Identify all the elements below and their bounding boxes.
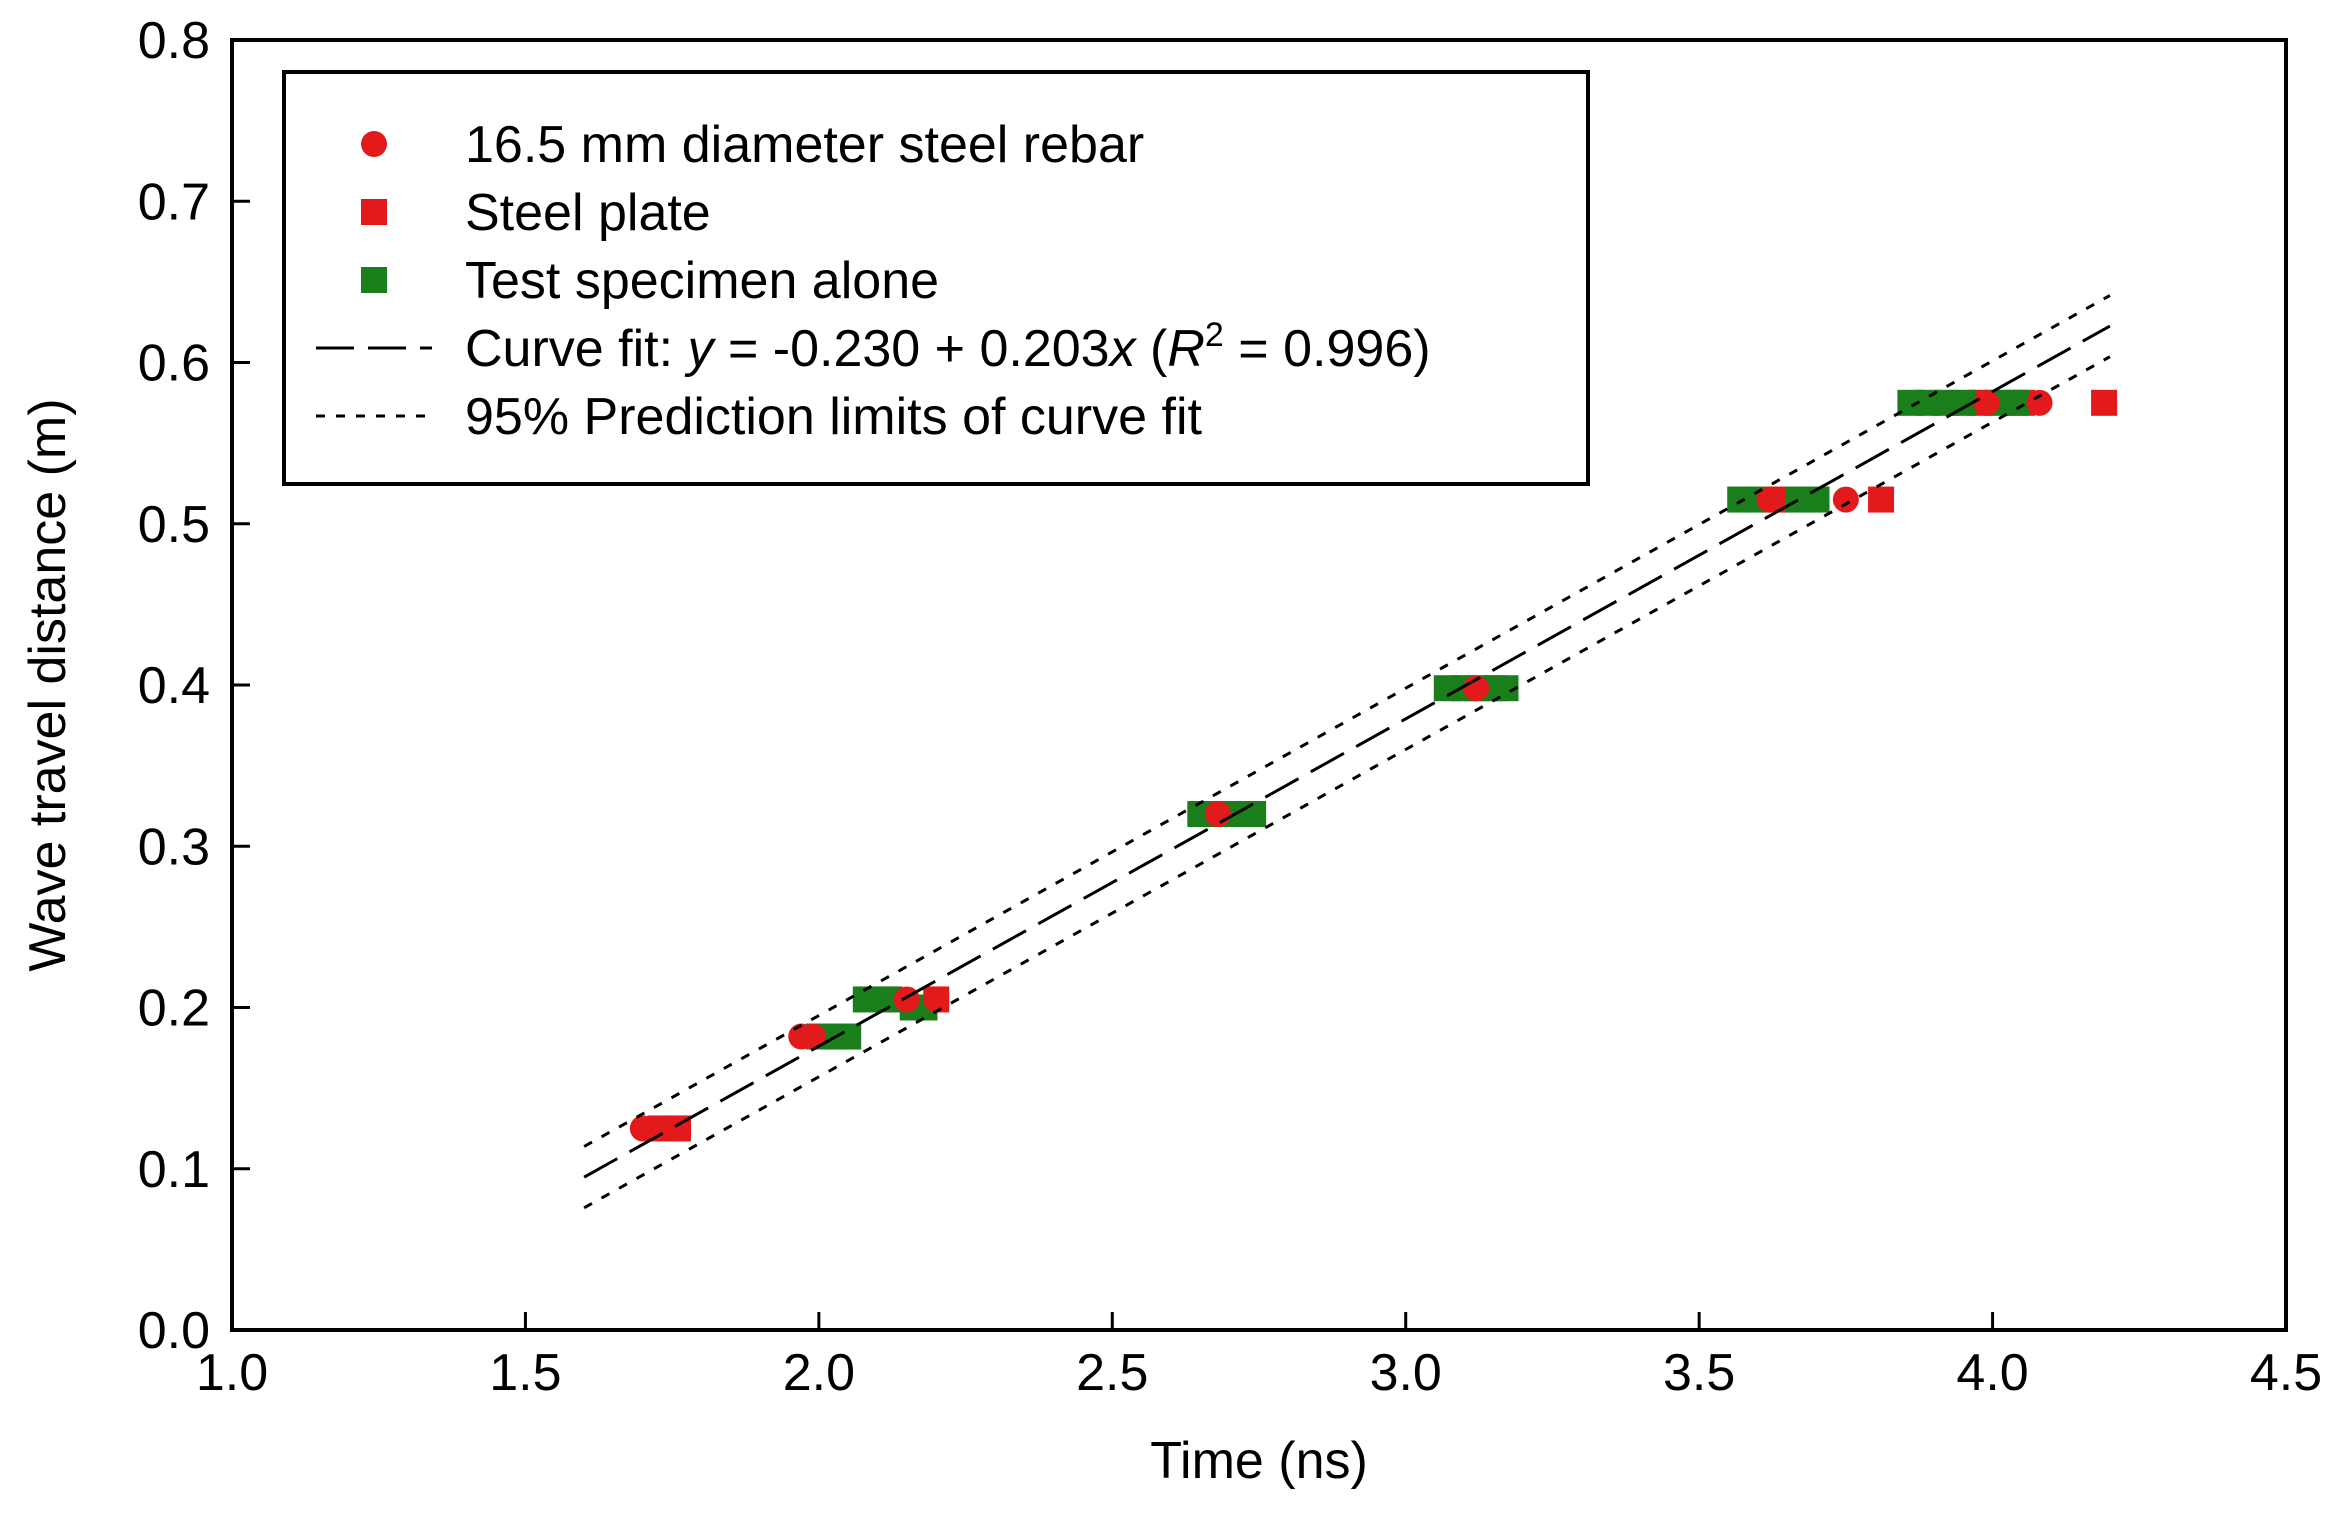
legend-box bbox=[282, 70, 1590, 486]
rebar-point bbox=[1973, 389, 2000, 416]
fit-label-y: y bbox=[685, 320, 717, 378]
steel-plate-point bbox=[2091, 389, 2118, 416]
x-tick-label: 3.5 bbox=[1663, 1344, 1735, 1402]
rebar-point bbox=[1832, 486, 1859, 513]
rebar-point bbox=[799, 1023, 826, 1050]
y-tick-label: 0.6 bbox=[138, 335, 210, 393]
y-tick-label: 0.2 bbox=[138, 980, 210, 1038]
steel-plate-point bbox=[1868, 486, 1895, 513]
fit-label-equation: = -0.230 + 0.203 bbox=[714, 320, 1110, 378]
y-tick-label: 0.7 bbox=[138, 173, 210, 231]
specimen-point bbox=[2003, 389, 2030, 416]
fit-lines bbox=[583, 294, 2111, 1210]
fit-label-superscript: 2 bbox=[1205, 316, 1224, 354]
curve-fit-line bbox=[583, 324, 2111, 1179]
x-tick-label: 2.5 bbox=[1076, 1344, 1148, 1402]
legend-marker-square bbox=[361, 199, 387, 225]
legend-label-steel-plate: Steel plate bbox=[465, 184, 711, 242]
rebar-point bbox=[923, 986, 950, 1013]
legend-marker-square bbox=[361, 267, 387, 293]
x-tick-label: 1.5 bbox=[489, 1344, 561, 1402]
x-tick-label: 4.5 bbox=[2250, 1344, 2322, 1402]
y-tick-label: 0.3 bbox=[138, 818, 210, 876]
legend-markers bbox=[316, 131, 432, 418]
legend-marker-circle bbox=[361, 131, 387, 157]
fit-label-x: x bbox=[1107, 320, 1138, 378]
legend-label-rebar: 16.5 mm diameter steel rebar bbox=[465, 116, 1144, 174]
y-tick-label: 0.0 bbox=[138, 1302, 210, 1360]
rebar-point bbox=[2026, 389, 2053, 416]
fit-label-r2-value: = 0.996) bbox=[1224, 320, 1431, 378]
y-tick-label: 0.4 bbox=[138, 657, 210, 715]
fit-label-paren: ( bbox=[1136, 320, 1168, 378]
fit-label-prefix: Curve fit: bbox=[465, 320, 688, 378]
y-axis-title: Wave travel distance (m) bbox=[19, 398, 77, 971]
x-tick-label: 2.0 bbox=[783, 1344, 855, 1402]
rebar-point bbox=[1756, 486, 1783, 513]
x-axis-title: Time (ns) bbox=[1150, 1432, 1368, 1490]
fit-label-r: R bbox=[1167, 320, 1205, 378]
x-tick-label: 1.0 bbox=[196, 1344, 268, 1402]
rebar-point bbox=[1204, 801, 1231, 827]
legend: 16.5 mm diameter steel rebar Steel plate… bbox=[282, 70, 1590, 486]
x-tick-label: 4.0 bbox=[1956, 1344, 2028, 1402]
legend-label-curve-fit: Curve fit: y = -0.230 + 0.203x (R2 = 0.9… bbox=[465, 316, 1431, 378]
y-tick-label: 0.5 bbox=[138, 496, 210, 554]
specimen-point bbox=[835, 1023, 862, 1050]
x-tick-label: 3.0 bbox=[1370, 1344, 1442, 1402]
y-tick-label: 0.8 bbox=[138, 12, 210, 70]
y-tick-label: 0.1 bbox=[138, 1141, 210, 1199]
legend-label-prediction-limits: 95% Prediction limits of curve fit bbox=[465, 388, 1202, 446]
axis-ticks: 1.0 1.5 2.0 2.5 3.0 3.5 4.0 4.5 0.0 0.1 0.2 0.3 0.4 0… bbox=[138, 12, 2322, 1402]
legend-label-specimen: Test specimen alone bbox=[465, 252, 939, 310]
